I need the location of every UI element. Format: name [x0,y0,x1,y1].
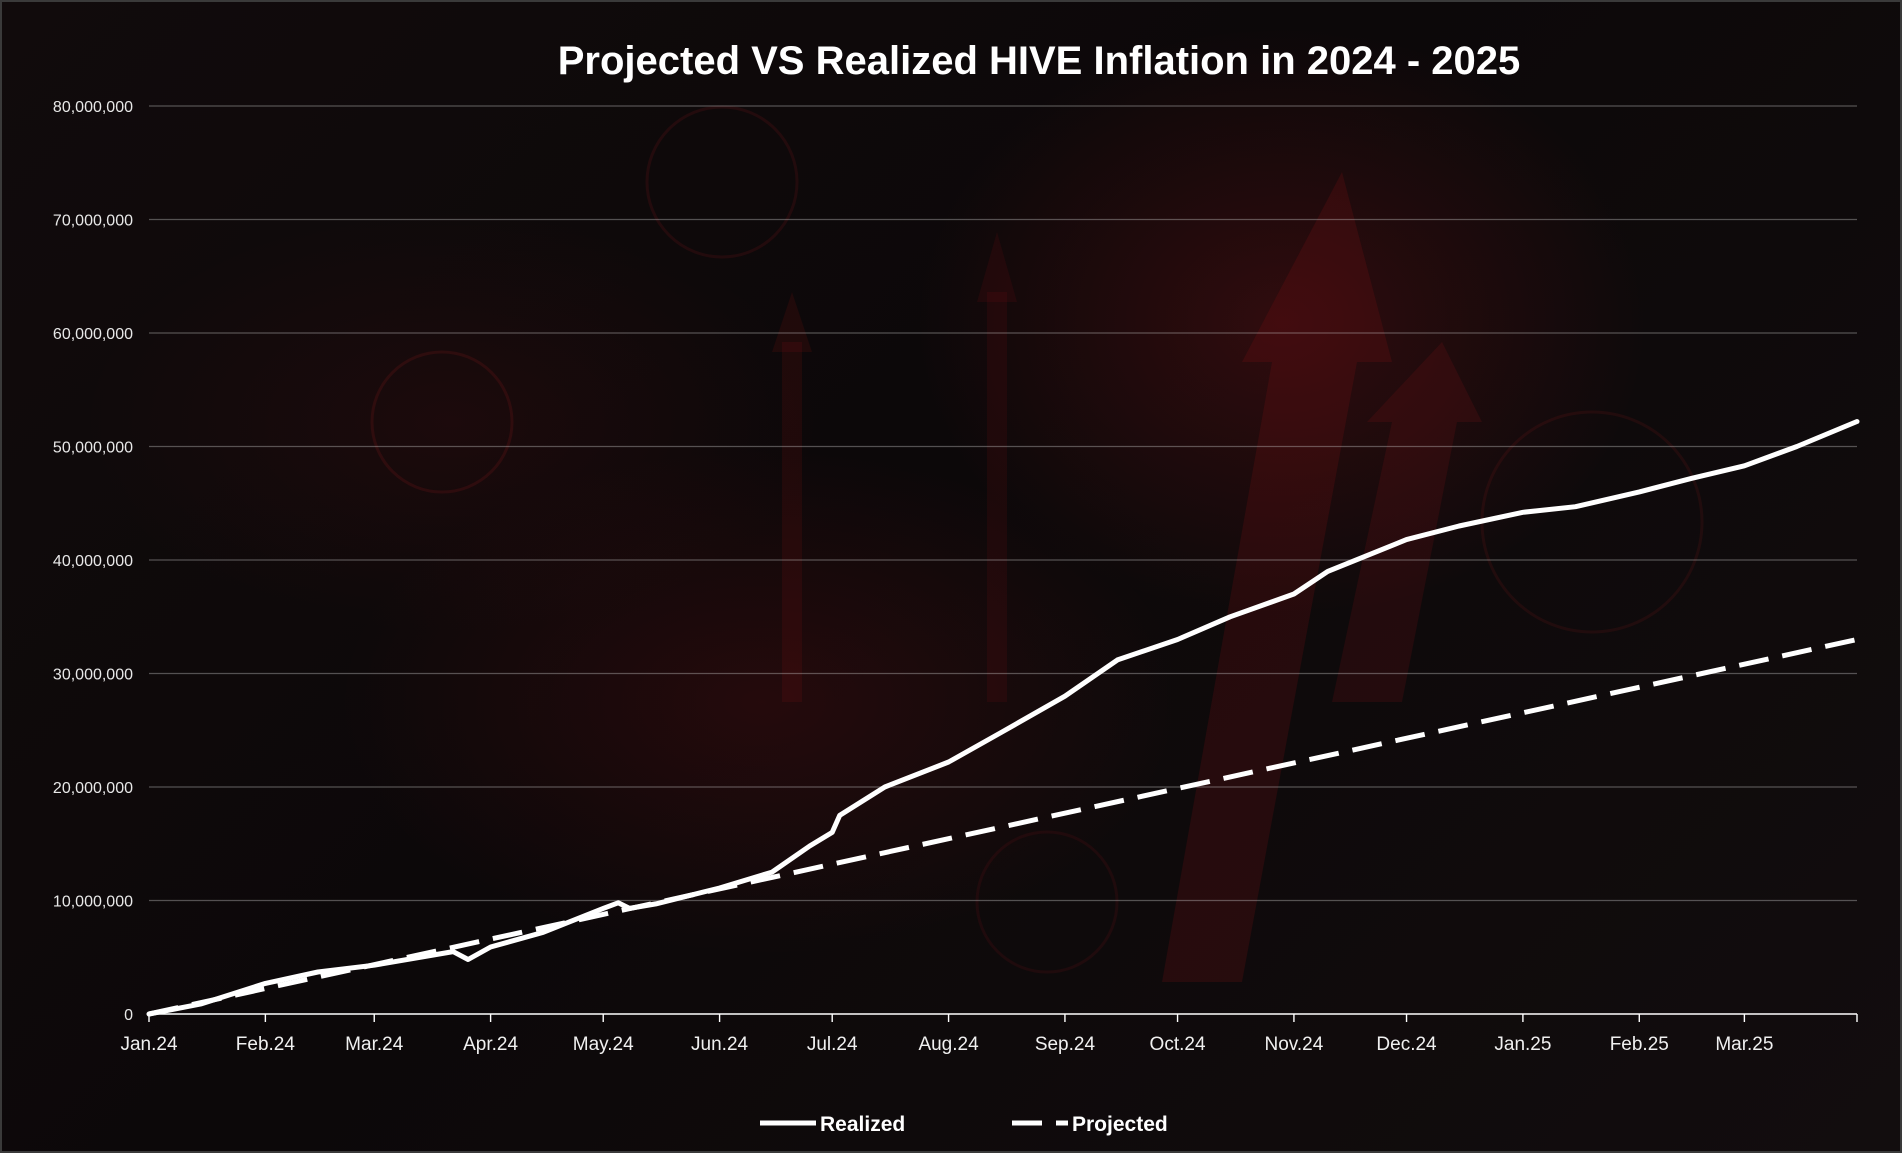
x-tick-label: Jan.25 [1494,1034,1551,1055]
y-tick-label: 60,000,000 [53,326,133,343]
y-axis: 0 10,000,000 20,000,000 30,000,000 40,000,00… [53,99,133,1024]
background-artwork [370,105,1704,982]
gridlines [149,105,1857,902]
y-tick-label: 10,000,000 [53,894,133,911]
x-tick-label: Jan.24 [120,1034,177,1055]
x-tick-label: Oct.24 [1150,1034,1206,1055]
background-arrow-shape [977,232,1017,302]
series-line-projected [148,637,1858,1017]
background-arrow-shape [1332,342,1482,702]
chart-title: Projected VS Realized HIVE Inflation in … [558,39,1521,83]
x-tick-label: Mar.24 [345,1034,404,1055]
x-tick-label: Dec.24 [1376,1034,1437,1055]
y-tick-label: 20,000,000 [53,780,133,797]
y-tick-label: 0 [124,1007,133,1024]
y-tick-label: 50,000,000 [53,440,133,457]
background-hex-node [370,350,514,494]
background-arrow-shape [1162,172,1392,982]
x-tick-label: Nov.24 [1265,1034,1324,1055]
y-tick-label: 80,000,000 [53,99,133,116]
x-tick-label: Aug.24 [918,1034,979,1055]
background-arrow-shape [772,292,812,352]
background-hex-node [1480,410,1704,634]
x-tick-label: Feb.25 [1610,1034,1669,1055]
legend: Realized Projected [760,1113,1168,1136]
y-tick-label: 40,000,000 [53,553,133,570]
x-tick-label: Jun.24 [691,1034,748,1055]
x-axis: Jan.24 Feb.24 Mar.24 Apr.24 May.24 Jun.24 Jul.… [120,1013,1858,1055]
legend-label-projected: Projected [1072,1113,1168,1136]
background-hex-node [975,830,1119,974]
x-tick-label: Feb.24 [236,1034,296,1055]
y-tick-label: 30,000,000 [53,667,133,684]
x-tick-label: Sep.24 [1035,1034,1096,1055]
background-hex-node [645,105,799,259]
y-tick-label: 70,000,000 [53,213,133,230]
background-arrow-shape [987,292,1007,702]
series-line-realized [146,419,1860,1017]
legend-label-realized: Realized [820,1113,905,1136]
background-arrow-shape [782,342,802,702]
x-tick-label: Apr.24 [463,1034,518,1055]
x-tick-label: Jul.24 [807,1034,858,1055]
x-tick-label: Mar.25 [1715,1034,1773,1055]
series-layer [146,419,1860,1017]
x-tick-label: May.24 [573,1034,634,1055]
